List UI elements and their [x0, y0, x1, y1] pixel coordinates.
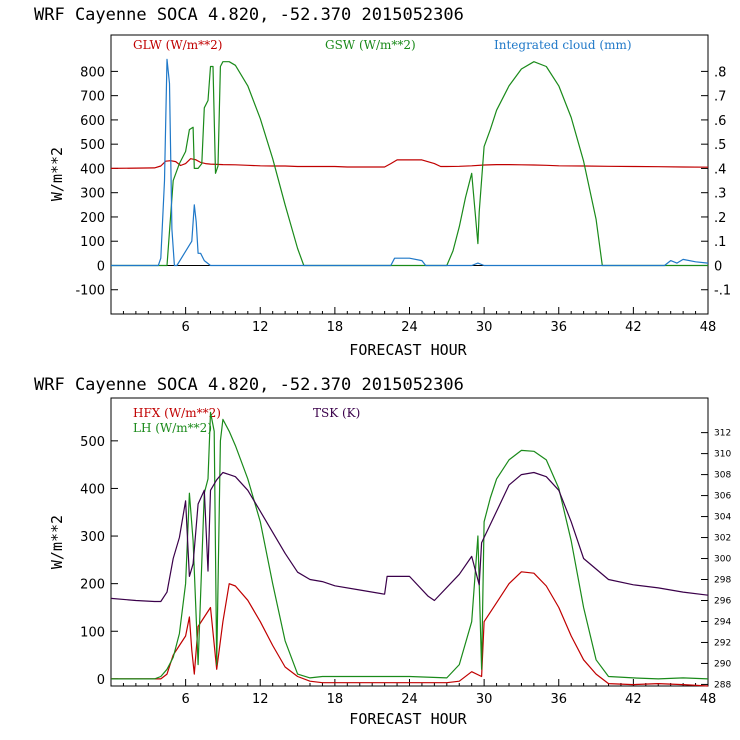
y2-tick-label: 306 [714, 492, 731, 502]
bottom-legend-hfx: HFX (W/m**2) [133, 406, 221, 420]
x-tick-label: 48 [700, 320, 717, 335]
series-line-3 [110, 471, 709, 603]
x-tick-label: 30 [476, 692, 493, 707]
y2-tick-label: 304 [714, 513, 731, 523]
y-tick-label: 500 [80, 435, 105, 450]
top-y-axis-label: W/m**2 [48, 147, 66, 201]
y2-tick-label: .1 [714, 235, 726, 250]
y-tick-label: 600 [80, 114, 105, 129]
series-line-1 [111, 571, 709, 687]
y-tick-label: 300 [80, 187, 105, 202]
y-tick-label: 100 [80, 625, 105, 640]
top-chart-title: WRF Cayenne SOCA 4.820, -52.370 20150523… [34, 5, 464, 25]
x-tick-label: 24 [401, 692, 418, 707]
y2-tick-label: 0 [714, 259, 722, 274]
y2-tick-label: .8 [714, 65, 726, 80]
x-tick-label: 6 [181, 320, 189, 335]
x-tick-label: 36 [550, 692, 567, 707]
y-tick-label: 800 [80, 65, 105, 80]
x-tick-label: 48 [700, 692, 717, 707]
y-tick-label: 100 [80, 235, 105, 250]
y2-tick-label: .2 [714, 211, 726, 226]
y-tick-label: 200 [80, 211, 105, 226]
top-chart: WRF Cayenne SOCA 4.820, -52.370 20150523… [34, 5, 731, 359]
y2-tick-label: 292 [714, 638, 731, 648]
bottom-chart-title: WRF Cayenne SOCA 4.820, -52.370 20150523… [34, 375, 464, 395]
x-tick-label: 30 [476, 320, 493, 335]
x-tick-label: 36 [550, 320, 567, 335]
top-legend-cloud: Integrated cloud (mm) [494, 38, 632, 52]
y-tick-label: 0 [97, 259, 105, 274]
y2-tick-label: .3 [714, 187, 726, 202]
bottom-chart: WRF Cayenne SOCA 4.820, -52.370 20150523… [34, 375, 731, 728]
y2-tick-label: 308 [714, 471, 731, 481]
y2-tick-label: .6 [714, 114, 726, 129]
bottom-series [110, 411, 709, 687]
series-line-1 [110, 158, 709, 169]
x-tick-label: 18 [327, 692, 344, 707]
x-tick-label: 24 [401, 320, 418, 335]
x-tick-label: 6 [181, 692, 189, 707]
series-line-3 [111, 58, 709, 267]
bottom-y-axis-label: W/m**2 [48, 515, 66, 569]
y2-tick-label: .4 [714, 162, 726, 177]
y-tick-label: 0 [97, 673, 105, 688]
y-tick-label: 700 [80, 90, 105, 105]
x-tick-label: 18 [327, 320, 344, 335]
y2-tick-label: 300 [714, 555, 731, 565]
y-tick-label: 300 [80, 530, 105, 545]
y2-tick-label: 302 [714, 534, 731, 544]
top-x-ticks: 6 12 18 24 30 36 42 48 [122, 307, 717, 335]
y2-tick-label: 296 [714, 596, 731, 606]
top-series [110, 58, 709, 267]
y-tick-label: 400 [80, 162, 105, 177]
top-y2-ticks: -.1 0 .1 .2 .3 .4 .5 .6 .7 .8 [701, 65, 731, 299]
y2-tick-label: 312 [714, 429, 731, 439]
bottom-x-axis-label: FORECAST HOUR [349, 710, 467, 728]
series-line-2 [111, 411, 709, 680]
y2-tick-label: 288 [714, 680, 731, 690]
y2-tick-label: 310 [714, 450, 731, 460]
top-plot-frame [110, 34, 709, 315]
y-tick-label: 400 [80, 482, 105, 497]
y2-tick-label: 290 [714, 659, 731, 669]
y2-tick-label: .7 [714, 90, 726, 105]
y-tick-label: -100 [75, 284, 105, 299]
top-legend-glw: GLW (W/m**2) [133, 38, 222, 52]
bottom-y-ticks: 0 100 200 300 400 500 [80, 435, 118, 688]
bottom-y2-ticks: 288 290 292 294 296 298 300 302 304 306 308 310 312 [701, 429, 731, 690]
bottom-legend-lh: LH (W/m**2) [133, 421, 212, 435]
series-line-2 [111, 61, 708, 267]
y2-tick-label: -.1 [714, 284, 731, 299]
y2-tick-label: .5 [714, 138, 726, 153]
x-tick-label: 42 [625, 320, 642, 335]
bottom-plot-frame [110, 397, 709, 687]
top-x-axis-label: FORECAST HOUR [349, 341, 467, 359]
y-tick-label: 500 [80, 138, 105, 153]
x-tick-label: 12 [252, 320, 269, 335]
x-tick-label: 12 [252, 692, 269, 707]
y2-tick-label: 294 [714, 617, 731, 627]
top-legend-gsw: GSW (W/m**2) [325, 38, 416, 52]
y-tick-label: 200 [80, 578, 105, 593]
y2-tick-label: 298 [714, 576, 731, 586]
x-tick-label: 42 [625, 692, 642, 707]
bottom-legend-tsk: TSK (K) [313, 406, 360, 420]
